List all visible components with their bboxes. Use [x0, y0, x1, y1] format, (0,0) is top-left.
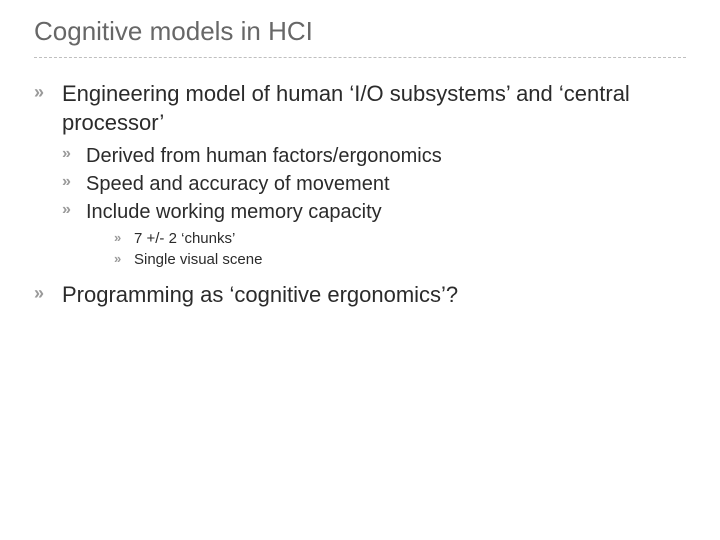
list-item: » Speed and accuracy of movement [62, 171, 686, 197]
list-item: » 7 +/- 2 ‘chunks’ [114, 229, 686, 249]
list-item-text: Programming as ‘cognitive ergonomics’? [62, 281, 458, 310]
list-item: » Derived from human factors/ergonomics [62, 143, 686, 169]
list-item: » Include working memory capacity [62, 199, 686, 225]
list-item: » Engineering model of human ‘I/O subsys… [34, 80, 686, 137]
list-item-text: Engineering model of human ‘I/O subsyste… [62, 80, 686, 137]
list-item-text: Single visual scene [134, 250, 262, 270]
list-item-text: Include working memory capacity [86, 199, 382, 225]
list-item-text: Derived from human factors/ergonomics [86, 143, 442, 169]
sublist: » Derived from human factors/ergonomics … [62, 143, 686, 271]
bullet-icon: » [34, 80, 62, 137]
slide-title: Cognitive models in HCI [34, 16, 686, 58]
list-item-text: 7 +/- 2 ‘chunks’ [134, 229, 235, 249]
sublist: » 7 +/- 2 ‘chunks’ » Single visual scene [114, 229, 686, 271]
bullet-icon: » [62, 171, 86, 197]
list-item-text: Speed and accuracy of movement [86, 171, 390, 197]
list-item: » Programming as ‘cognitive ergonomics’? [34, 281, 686, 310]
bullet-icon: » [114, 229, 134, 249]
bullet-icon: » [34, 281, 62, 310]
slide: Cognitive models in HCI » Engineering mo… [0, 0, 720, 309]
list-item: » Single visual scene [114, 250, 686, 270]
bullet-icon: » [62, 199, 86, 225]
bullet-icon: » [62, 143, 86, 169]
bullet-icon: » [114, 250, 134, 270]
